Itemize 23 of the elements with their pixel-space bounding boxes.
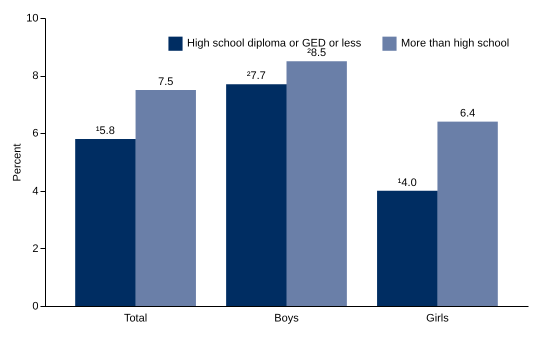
data-label: 7.5 [158, 76, 174, 88]
data-label: 6.4 [460, 108, 476, 120]
bar [286, 61, 347, 306]
y-tick-label: 2 [32, 242, 38, 255]
y-tick-label: 0 [32, 300, 38, 312]
y-tick-label: 10 [26, 12, 38, 24]
bar [377, 190, 438, 306]
bar [437, 122, 498, 306]
data-label: ¹4.0 [398, 176, 417, 189]
data-label: ²7.7 [246, 70, 266, 82]
y-tick-label: 4 [32, 185, 38, 198]
data-label: ¹5.8 [96, 124, 115, 137]
bar [226, 84, 286, 306]
x-tick-label: Boys [274, 312, 300, 324]
y-tick-label: 6 [32, 128, 38, 140]
x-tick-label: Total [124, 312, 148, 324]
y-tick-label: 8 [32, 70, 38, 82]
y-axis-title: Percent [11, 144, 24, 182]
legend-label: More than high school [401, 38, 510, 50]
data-label: ²8.5 [307, 47, 326, 60]
bar [136, 90, 196, 306]
bar [75, 138, 136, 306]
x-tick-label: Girls [426, 312, 450, 324]
